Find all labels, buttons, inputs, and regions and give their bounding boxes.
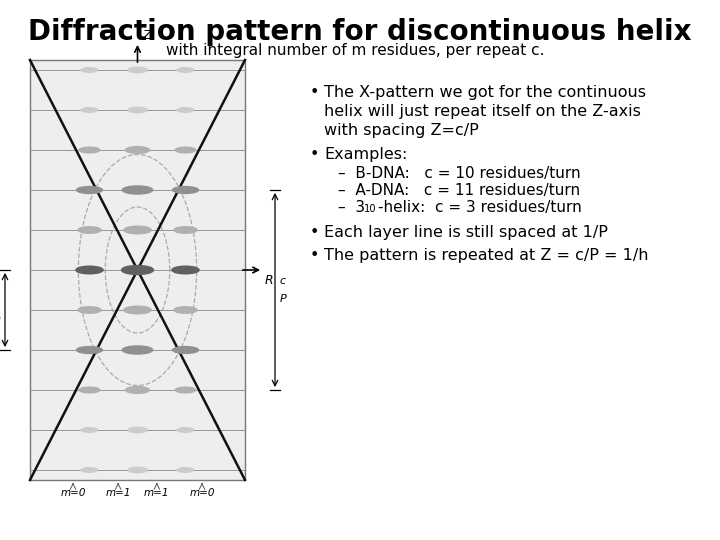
Text: R: R	[265, 274, 274, 287]
Text: Diffraction pattern for discontinuous helix: Diffraction pattern for discontinuous he…	[28, 18, 692, 46]
Ellipse shape	[79, 147, 99, 153]
Text: The pattern is repeated at Z = c/P = 1/h: The pattern is repeated at Z = c/P = 1/h	[324, 248, 649, 263]
Ellipse shape	[122, 266, 153, 274]
Text: Examples:: Examples:	[324, 147, 408, 162]
Ellipse shape	[177, 68, 194, 72]
Ellipse shape	[128, 107, 147, 113]
Ellipse shape	[173, 347, 199, 354]
Bar	[30, 60, 245, 480]
Text: m=0: m=0	[60, 488, 86, 498]
Ellipse shape	[128, 467, 147, 472]
Ellipse shape	[125, 147, 150, 153]
Ellipse shape	[175, 387, 196, 393]
Ellipse shape	[125, 387, 150, 393]
Text: –  B-DNA:   c = 10 residues/turn: – B-DNA: c = 10 residues/turn	[338, 166, 580, 181]
Text: with integral number of m residues, per repeat c.: with integral number of m residues, per …	[166, 43, 544, 58]
Text: Z: Z	[143, 29, 151, 42]
Text: •: •	[310, 248, 320, 263]
Ellipse shape	[122, 346, 153, 354]
Ellipse shape	[128, 68, 147, 73]
Text: –  3: – 3	[338, 200, 365, 215]
Text: •: •	[310, 147, 320, 162]
Ellipse shape	[173, 186, 199, 193]
Ellipse shape	[81, 468, 98, 472]
Ellipse shape	[177, 428, 194, 433]
Text: -helix:  c = 3 residues/turn: -helix: c = 3 residues/turn	[378, 200, 582, 215]
Ellipse shape	[177, 107, 194, 112]
Text: Each layer line is still spaced at 1/P: Each layer line is still spaced at 1/P	[324, 225, 608, 240]
Ellipse shape	[78, 307, 101, 313]
Text: 10: 10	[364, 204, 377, 214]
Ellipse shape	[81, 428, 98, 433]
Ellipse shape	[78, 227, 101, 233]
Ellipse shape	[128, 427, 147, 433]
Ellipse shape	[175, 147, 196, 153]
Ellipse shape	[122, 186, 153, 194]
Text: The X-pattern we got for the continuous: The X-pattern we got for the continuous	[324, 85, 646, 100]
Text: m=1: m=1	[144, 488, 170, 498]
Text: c: c	[280, 276, 286, 286]
Ellipse shape	[124, 306, 151, 314]
Ellipse shape	[81, 68, 98, 72]
Text: –  A-DNA:   c = 11 residues/turn: – A-DNA: c = 11 residues/turn	[338, 183, 580, 198]
Text: helix will just repeat itself on the Z-axis: helix will just repeat itself on the Z-a…	[324, 104, 641, 119]
Ellipse shape	[81, 107, 98, 112]
Text: •: •	[310, 225, 320, 240]
Ellipse shape	[174, 307, 197, 313]
Ellipse shape	[76, 186, 102, 193]
Text: with spacing Z=c/P: with spacing Z=c/P	[324, 123, 479, 138]
Ellipse shape	[76, 347, 102, 354]
Ellipse shape	[177, 468, 194, 472]
Ellipse shape	[124, 226, 151, 234]
Ellipse shape	[79, 387, 99, 393]
Text: •: •	[310, 85, 320, 100]
Ellipse shape	[172, 266, 199, 274]
Ellipse shape	[76, 266, 103, 274]
Text: m=1: m=1	[105, 488, 131, 498]
Text: m=0: m=0	[189, 488, 215, 498]
Ellipse shape	[174, 227, 197, 233]
Text: P: P	[279, 294, 287, 304]
